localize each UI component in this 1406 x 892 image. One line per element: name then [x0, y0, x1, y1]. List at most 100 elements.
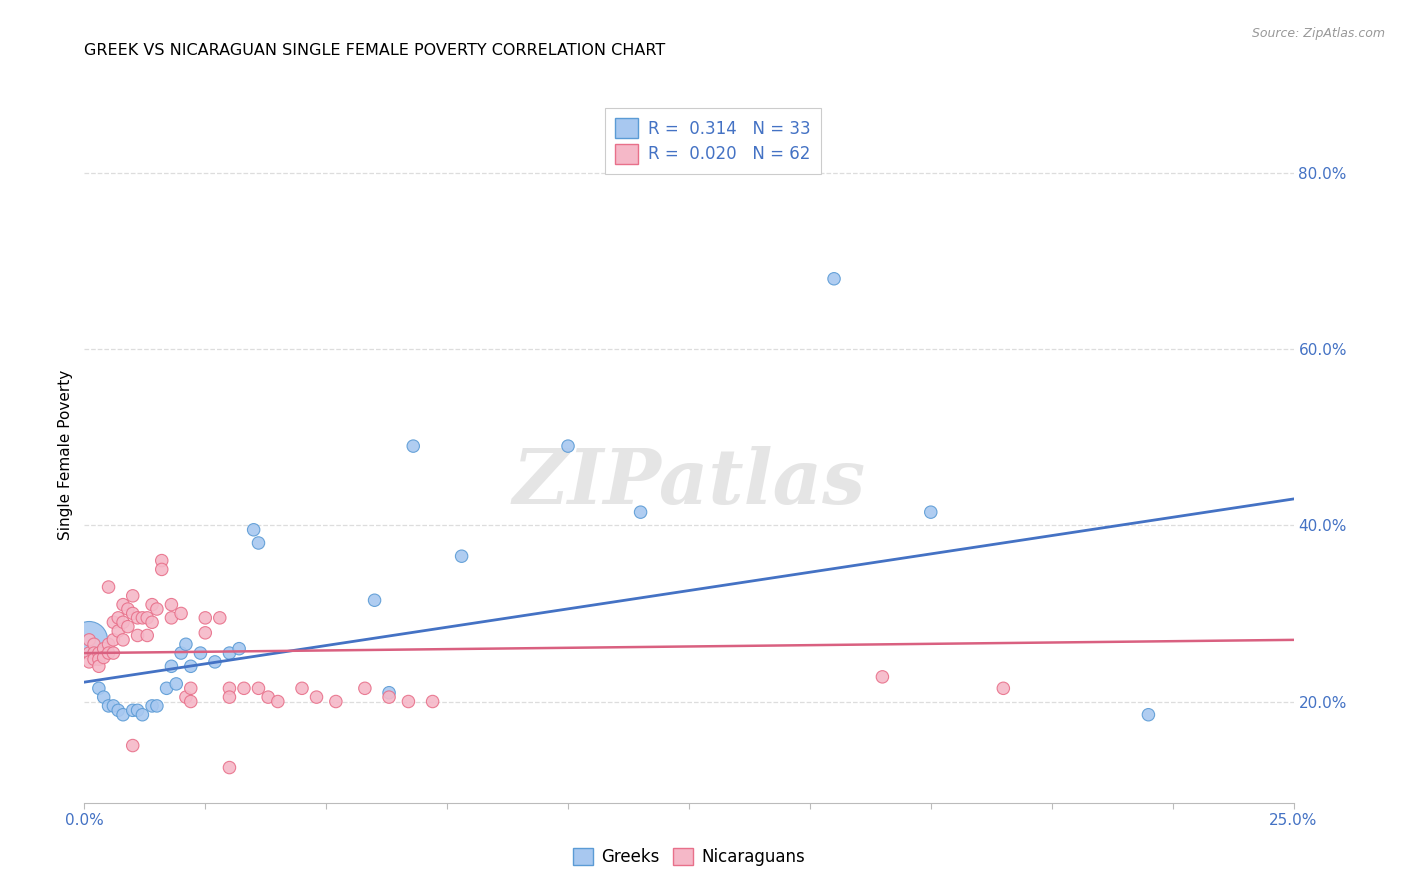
Point	[97, 646, 120, 660]
Point	[160, 598, 183, 612]
Point	[291, 681, 314, 696]
Point	[83, 637, 105, 651]
Point	[150, 562, 173, 576]
Point	[77, 655, 100, 669]
Point	[247, 681, 270, 696]
Point	[103, 698, 125, 713]
Point	[127, 628, 149, 642]
Point	[93, 650, 115, 665]
Point	[103, 646, 125, 660]
Point	[422, 694, 444, 708]
Point	[242, 523, 264, 537]
Point	[354, 681, 377, 696]
Point	[112, 632, 135, 647]
Point	[218, 690, 240, 705]
Point	[180, 681, 202, 696]
Point	[93, 690, 115, 705]
Point	[450, 549, 472, 564]
Point	[267, 694, 290, 708]
Point	[190, 646, 212, 660]
Point	[121, 703, 143, 717]
Point	[305, 690, 328, 705]
Point	[160, 611, 183, 625]
Point	[218, 761, 240, 775]
Point	[993, 681, 1015, 696]
Point	[83, 652, 105, 666]
Point	[823, 272, 845, 286]
Point	[103, 615, 125, 630]
Point	[872, 670, 894, 684]
Point	[141, 698, 163, 713]
Point	[557, 439, 579, 453]
Point	[127, 703, 149, 717]
Point	[136, 611, 159, 625]
Point	[121, 607, 143, 621]
Point	[107, 703, 129, 717]
Point	[180, 694, 202, 708]
Point	[247, 536, 270, 550]
Text: GREEK VS NICARAGUAN SINGLE FEMALE POVERTY CORRELATION CHART: GREEK VS NICARAGUAN SINGLE FEMALE POVERT…	[84, 43, 665, 58]
Point	[146, 602, 169, 616]
Point	[117, 620, 139, 634]
Point	[150, 553, 173, 567]
Point	[630, 505, 652, 519]
Point	[233, 681, 256, 696]
Point	[174, 637, 197, 651]
Point	[117, 602, 139, 616]
Point	[77, 632, 100, 647]
Point	[97, 698, 120, 713]
Y-axis label: Single Female Poverty: Single Female Poverty	[58, 370, 73, 540]
Point	[1137, 707, 1160, 722]
Point	[121, 739, 143, 753]
Point	[218, 681, 240, 696]
Point	[141, 615, 163, 630]
Point	[378, 686, 401, 700]
Point	[165, 677, 187, 691]
Point	[204, 655, 226, 669]
Text: Source: ZipAtlas.com: Source: ZipAtlas.com	[1251, 27, 1385, 40]
Point	[103, 632, 125, 647]
Point	[77, 632, 100, 647]
Point	[228, 641, 250, 656]
Point	[180, 659, 202, 673]
Point	[107, 611, 129, 625]
Point	[920, 505, 942, 519]
Point	[112, 598, 135, 612]
Point	[174, 690, 197, 705]
Point	[146, 698, 169, 713]
Point	[218, 646, 240, 660]
Point	[87, 646, 110, 660]
Point	[93, 641, 115, 656]
Point	[141, 598, 163, 612]
Point	[83, 646, 105, 660]
Legend: Greeks, Nicaraguans: Greeks, Nicaraguans	[565, 839, 813, 874]
Point	[170, 646, 193, 660]
Point	[87, 659, 110, 673]
Text: ZIPatlas: ZIPatlas	[512, 446, 866, 520]
Point	[363, 593, 385, 607]
Point	[155, 681, 177, 696]
Point	[325, 694, 347, 708]
Point	[160, 659, 183, 673]
Point	[194, 611, 217, 625]
Point	[257, 690, 280, 705]
Point	[127, 611, 149, 625]
Point	[131, 707, 153, 722]
Point	[97, 637, 120, 651]
Point	[136, 628, 159, 642]
Point	[87, 652, 110, 666]
Point	[396, 694, 419, 708]
Point	[97, 580, 120, 594]
Point	[194, 625, 217, 640]
Point	[112, 707, 135, 722]
Point	[402, 439, 425, 453]
Point	[121, 589, 143, 603]
Point	[208, 611, 231, 625]
Point	[131, 611, 153, 625]
Point	[107, 624, 129, 638]
Point	[170, 607, 193, 621]
Point	[112, 615, 135, 630]
Point	[87, 681, 110, 696]
Point	[77, 646, 100, 660]
Point	[378, 690, 401, 705]
